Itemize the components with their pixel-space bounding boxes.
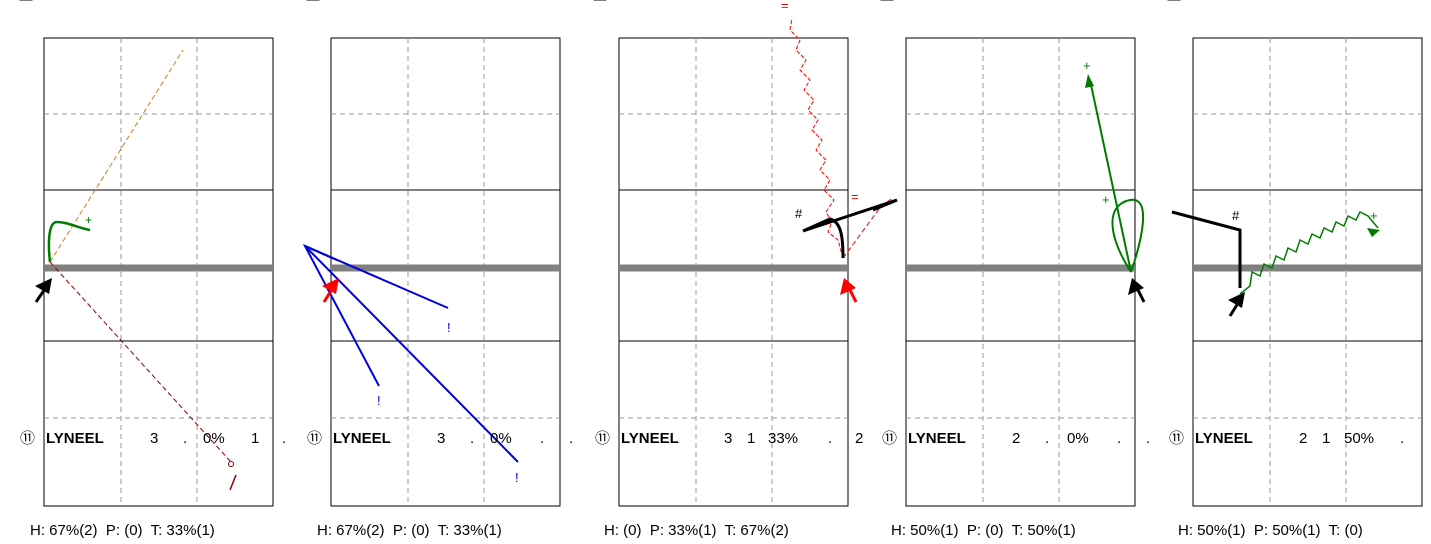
jersey-number: ⑪ bbox=[307, 430, 322, 447]
court-grid bbox=[44, 38, 273, 506]
marker-plus: + bbox=[1370, 208, 1378, 223]
marker-plus: + bbox=[1102, 192, 1110, 207]
stat-pct: 0% bbox=[1067, 430, 1089, 447]
court-panel-4: + + ⑪ LYNEEL 2 . 0% . . H: 50%(1) P: (0)… bbox=[880, 0, 1150, 539]
stat-errors: 1 bbox=[251, 430, 259, 447]
jersey-number: ⑪ bbox=[20, 430, 35, 447]
player-arrow bbox=[322, 278, 339, 303]
court-outline bbox=[905, 37, 1136, 507]
trajectory-red-dashed bbox=[842, 197, 894, 259]
footer-summary: H: 50%(1) P: 50%(1) T: (0) bbox=[1178, 522, 1363, 539]
stat-blocks: . bbox=[1146, 430, 1150, 447]
stat-attempts: 3 bbox=[437, 430, 445, 447]
stat-errors: . bbox=[1400, 430, 1404, 447]
stat-pct: 33% bbox=[768, 430, 798, 447]
stat-attempts: 2 bbox=[1012, 430, 1020, 447]
player-arrow bbox=[1228, 292, 1245, 317]
player-arrow bbox=[840, 278, 858, 303]
trajectory-black bbox=[802, 198, 898, 259]
trajectory-brown bbox=[49, 261, 232, 463]
trajectory-black bbox=[1171, 210, 1242, 288]
stat-kills: 1 bbox=[747, 430, 755, 447]
court-panel-3: = = # ⑪ LYNEEL 3 1 33% . 2 H: (0) P: 33%… bbox=[593, 0, 898, 539]
marker-plus: + bbox=[85, 213, 92, 227]
stat-pct: 50% bbox=[1344, 430, 1374, 447]
stat-pct: 0% bbox=[490, 430, 512, 447]
court-outline bbox=[1192, 37, 1423, 507]
footer-summary: H: (0) P: 33%(1) T: 67%(2) bbox=[604, 522, 789, 539]
jersey-number: ⑪ bbox=[882, 430, 897, 447]
marker-hash: # bbox=[795, 206, 803, 221]
footer-summary: H: 50%(1) P: (0) T: 50%(1) bbox=[891, 522, 1076, 539]
court-panel-5: + # ⑪ LYNEEL 2 1 50% . H: 50%(1) P: 50%(… bbox=[1167, 0, 1423, 539]
trajectory-orange bbox=[49, 49, 184, 263]
player-stat-row: ⑪ LYNEEL 2 1 50% . bbox=[1169, 430, 1404, 447]
stat-errors: . bbox=[540, 430, 544, 447]
stat-kills: 1 bbox=[1322, 430, 1330, 447]
end-marker bbox=[228, 461, 234, 467]
court-grid bbox=[1193, 38, 1422, 506]
stat-blocks: . bbox=[569, 430, 573, 447]
player-name: LYNEEL bbox=[621, 430, 679, 447]
stat-attempts: 3 bbox=[150, 430, 158, 447]
end-tick bbox=[229, 474, 237, 491]
stat-pct: 0% bbox=[203, 430, 225, 447]
stat-attempts: 2 bbox=[1299, 430, 1307, 447]
marker-exclaim: ! bbox=[447, 320, 451, 335]
marker-equals: = bbox=[781, 0, 789, 13]
court-panel-2: ! ! ! ⑪ LYNEEL 3 . 0% . . H: 67%(2) P: (… bbox=[302, 0, 573, 539]
jersey-number: ⑪ bbox=[1169, 430, 1184, 447]
player-arrow bbox=[34, 278, 52, 303]
player-arrow bbox=[1128, 278, 1146, 303]
footer-summary: H: 67%(2) P: (0) T: 33%(1) bbox=[30, 522, 215, 539]
stat-errors: . bbox=[1117, 430, 1121, 447]
court-grid bbox=[619, 38, 848, 506]
stat-blocks: 2 bbox=[855, 430, 863, 447]
marker-exclaim: ! bbox=[377, 393, 381, 408]
stat-attempts: 3 bbox=[724, 430, 732, 447]
player-name: LYNEEL bbox=[908, 430, 966, 447]
trajectory-green bbox=[47, 220, 91, 263]
arrowhead bbox=[1367, 228, 1380, 237]
stat-kills: . bbox=[1045, 430, 1049, 447]
marker-hash: # bbox=[1232, 208, 1240, 223]
court-outline bbox=[618, 37, 849, 507]
trajectory-red-zigzag bbox=[789, 17, 844, 259]
player-name: LYNEEL bbox=[333, 430, 391, 447]
footer-summary: H: 67%(2) P: (0) T: 33%(1) bbox=[317, 522, 502, 539]
player-stat-row: ⑪ LYNEEL 3 . 0% . . bbox=[307, 430, 573, 447]
stat-errors: . bbox=[828, 430, 832, 447]
player-name: LYNEEL bbox=[46, 430, 104, 447]
player-stat-row: ⑪ LYNEEL 3 . 0% 1 . bbox=[20, 430, 286, 447]
marker-exclaim: ! bbox=[515, 470, 519, 485]
player-stat-row: ⑪ LYNEEL 2 . 0% . . bbox=[882, 430, 1150, 447]
court-outline bbox=[43, 37, 274, 507]
marker-equals: = bbox=[851, 189, 859, 204]
trajectories-blue bbox=[302, 243, 519, 463]
jersey-number: ⑪ bbox=[595, 430, 610, 447]
stat-kills: . bbox=[183, 430, 187, 447]
player-name: LYNEEL bbox=[1195, 430, 1253, 447]
stat-kills: . bbox=[470, 430, 474, 447]
arrowhead bbox=[1085, 74, 1094, 88]
trajectories-green bbox=[1089, 79, 1145, 273]
player-stat-row: ⑪ LYNEEL 3 1 33% . 2 bbox=[595, 430, 863, 447]
stat-blocks: . bbox=[282, 430, 286, 447]
marker-plus: + bbox=[1083, 58, 1091, 73]
trajectory-green-zigzag bbox=[1239, 210, 1379, 295]
court-panel-1: + ⑪ LYNEEL 3 . 0% 1 . H: 67%(2) P: (0) T… bbox=[19, 0, 286, 539]
